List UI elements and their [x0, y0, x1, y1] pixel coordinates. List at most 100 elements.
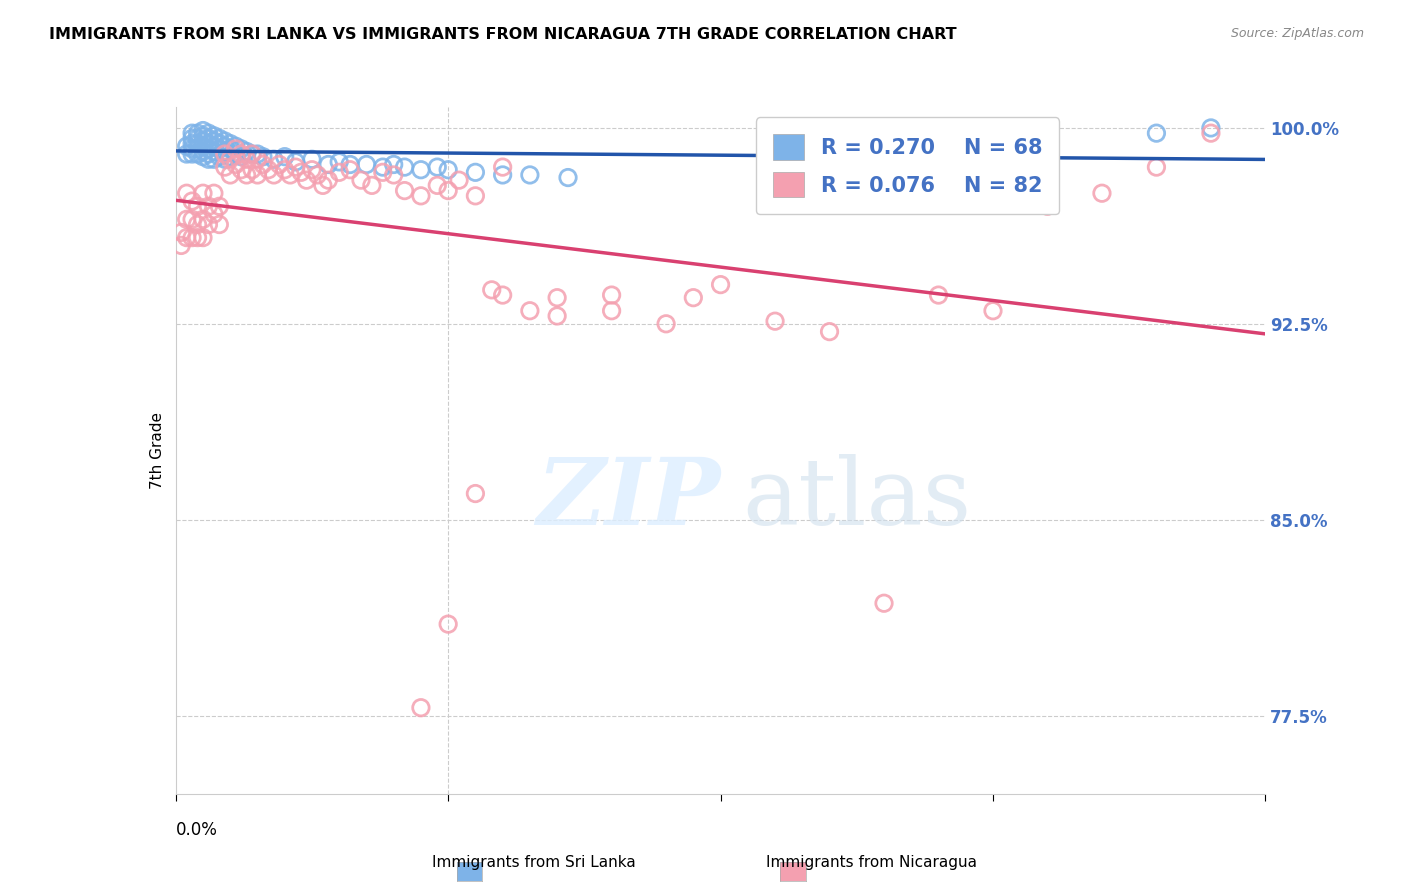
Text: Immigrants from Nicaragua: Immigrants from Nicaragua: [766, 855, 977, 870]
Point: [208, 218, 231, 232]
Point: [170, 238, 193, 252]
Point: [1144, 126, 1167, 140]
Point: [655, 317, 678, 331]
Point: [356, 157, 378, 171]
Point: [186, 136, 209, 151]
Point: [240, 162, 263, 177]
Point: [873, 596, 896, 610]
Point: [360, 178, 382, 193]
Point: [301, 162, 323, 177]
Point: [710, 277, 733, 292]
Point: [394, 184, 416, 198]
Point: [394, 160, 416, 174]
Point: [181, 147, 204, 161]
Point: [437, 184, 460, 198]
Text: Source: ZipAtlas.com: Source: ZipAtlas.com: [1230, 27, 1364, 40]
Point: [437, 617, 460, 632]
Point: [231, 150, 253, 164]
Point: [546, 291, 568, 305]
Point: [447, 173, 470, 187]
Point: [219, 142, 242, 156]
Point: [197, 131, 219, 145]
Point: [481, 283, 503, 297]
Point: [339, 162, 361, 177]
Point: [186, 142, 209, 156]
Point: [186, 147, 209, 161]
Point: [181, 126, 204, 140]
Point: [170, 226, 193, 240]
Point: [191, 128, 214, 143]
Point: [186, 126, 209, 140]
Point: [191, 145, 214, 159]
Point: [225, 142, 247, 156]
Point: [246, 147, 269, 161]
Point: [208, 131, 231, 145]
Point: [284, 160, 307, 174]
Point: [339, 157, 361, 171]
Point: [257, 162, 280, 177]
Point: [214, 145, 236, 159]
Point: [176, 186, 198, 201]
Point: [301, 153, 323, 167]
Point: [176, 212, 198, 227]
Point: [437, 162, 460, 177]
Point: [197, 218, 219, 232]
Point: [763, 314, 786, 328]
Point: [600, 288, 623, 302]
Point: [235, 145, 257, 159]
Point: [186, 218, 209, 232]
Point: [219, 153, 242, 167]
Point: [231, 142, 253, 156]
Point: [214, 160, 236, 174]
Point: [409, 162, 432, 177]
Point: [252, 157, 274, 171]
Point: [225, 147, 247, 161]
Point: [186, 199, 209, 213]
Point: [219, 168, 242, 182]
Point: [290, 165, 312, 179]
Point: [263, 153, 285, 167]
Point: [240, 147, 263, 161]
Point: [181, 230, 204, 244]
Point: [426, 160, 449, 174]
Point: [928, 288, 950, 302]
Point: [235, 153, 257, 167]
Point: [176, 230, 198, 244]
Point: [269, 157, 291, 171]
Point: [1199, 126, 1222, 140]
Point: [176, 147, 198, 161]
Point: [274, 162, 297, 177]
Point: [371, 165, 394, 179]
Text: ZIP: ZIP: [536, 453, 721, 543]
Point: [981, 303, 1004, 318]
Point: [186, 230, 209, 244]
Point: [202, 145, 225, 159]
Point: [202, 128, 225, 143]
Point: [219, 136, 242, 151]
Point: [197, 142, 219, 156]
Y-axis label: 7th Grade: 7th Grade: [149, 412, 165, 489]
Point: [181, 212, 204, 227]
Point: [246, 153, 269, 167]
Point: [492, 168, 515, 182]
Point: [214, 147, 236, 161]
Point: [312, 178, 335, 193]
Point: [295, 173, 318, 187]
Point: [191, 150, 214, 164]
Legend: R = 0.270    N = 68, R = 0.076    N = 82: R = 0.270 N = 68, R = 0.076 N = 82: [756, 118, 1059, 214]
Point: [181, 136, 204, 151]
Point: [214, 139, 236, 153]
Point: [208, 142, 231, 156]
Text: atlas: atlas: [742, 453, 972, 543]
Point: [492, 288, 515, 302]
Point: [1144, 160, 1167, 174]
Point: [307, 168, 329, 182]
Point: [409, 700, 432, 714]
Point: [186, 131, 209, 145]
Point: [202, 207, 225, 221]
Point: [274, 150, 297, 164]
Point: [246, 168, 269, 182]
Point: [191, 134, 214, 148]
Point: [492, 160, 515, 174]
Point: [235, 168, 257, 182]
